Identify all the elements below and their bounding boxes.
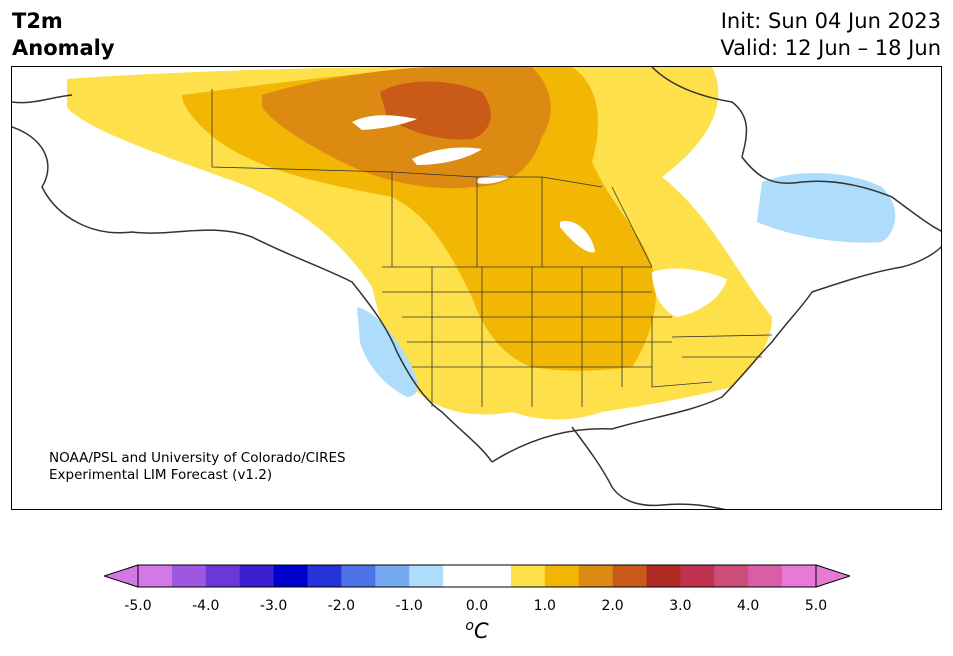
colorbar-tick-label: 2.0: [601, 598, 624, 614]
colorbar-cell: [375, 565, 410, 587]
forecast-dates: Init: Sun 04 Jun 2023 Valid: 12 Jun – 18…: [720, 8, 941, 62]
colorbar-cell: [748, 565, 783, 587]
colorbar-extend-low: [104, 565, 138, 587]
colorbar-tick-label: 5.0: [804, 598, 828, 614]
credit-line-2: Experimental LIM Forecast (v1.2): [49, 467, 273, 483]
unit-degree: o: [465, 618, 474, 634]
colorbar-cell: [578, 565, 614, 587]
lake-athabasca: [477, 175, 510, 184]
colorbar-unit: oC: [452, 618, 502, 643]
coastlines: [12, 67, 941, 509]
anomaly-map: [11, 66, 942, 510]
unit-letter: C: [473, 619, 489, 643]
title-quantity: Anomaly: [12, 36, 115, 60]
colorbar-tick-label: -1.0: [395, 598, 423, 614]
colorbar-cell: [341, 565, 376, 587]
colorbar-tick-label: 4.0: [737, 598, 760, 614]
colorbar-cell: [510, 565, 546, 587]
great-bear-lake: [412, 147, 482, 165]
colorbar-cell: [307, 565, 342, 587]
colorbar-cell: [443, 565, 478, 587]
colorbar-frame: [137, 564, 817, 588]
colorbar-cell: [782, 565, 817, 587]
great-slave-lake: [352, 115, 417, 130]
valid-range: Valid: 12 Jun – 18 Jun: [720, 36, 941, 60]
colorbar-cell: [680, 565, 715, 587]
anomaly-region-2-to-2-5: [380, 81, 491, 140]
colorbar-cell: [239, 565, 275, 587]
colorbar: [104, 564, 850, 588]
colorbar-cell: [477, 565, 512, 587]
init-date: Init: Sun 04 Jun 2023: [720, 9, 941, 33]
colorbar-cell: [544, 565, 580, 587]
colorbar-cell: [646, 565, 681, 587]
colorbar-tick-label: 1.0: [533, 598, 556, 614]
credit-line-1: NOAA/PSL and University of Colorado/CIRE…: [49, 450, 346, 466]
colorbar-cell: [171, 565, 207, 587]
anomaly-region-top: [452, 67, 514, 81]
colorbar-tick-label: 0.0: [465, 598, 489, 614]
great-lakes: [652, 268, 727, 317]
colorbar-tick-label: -4.0: [192, 598, 220, 614]
political-borders: [211, 89, 773, 407]
title-variable: T2m: [12, 9, 63, 33]
cool-region-california: [357, 307, 418, 397]
colorbar-extend-high: [816, 565, 850, 587]
lake-winnipeg: [560, 221, 595, 253]
colorbar-cell: [714, 565, 749, 587]
colorbar-tick-label: -3.0: [259, 598, 288, 614]
colorbar-tick-label: -2.0: [327, 598, 356, 614]
map-title: T2m Anomaly: [12, 8, 115, 62]
colorbar-tick-label: -5.0: [124, 598, 152, 614]
colorbar-cell: [612, 565, 647, 587]
colorbar-cell: [205, 565, 241, 587]
colorbar-cell: [138, 565, 173, 587]
colorbar-cell: [409, 565, 444, 587]
colorbar-cell: [273, 565, 308, 587]
colorbar-tick-label: 3.0: [669, 598, 692, 614]
map-canvas: [12, 67, 941, 509]
credit-text: NOAA/PSL and University of Colorado/CIRE…: [49, 450, 346, 484]
cool-region-quebec: [757, 172, 896, 243]
